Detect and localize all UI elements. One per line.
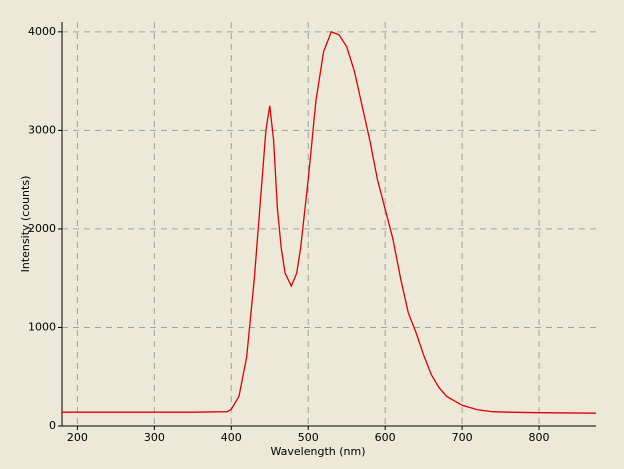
x-tick-label: 600 xyxy=(375,431,396,444)
x-tick-label: 400 xyxy=(221,431,242,444)
y-tick-label: 0 xyxy=(49,419,56,432)
x-tick-label: 800 xyxy=(529,431,550,444)
x-tick-label: 300 xyxy=(144,431,165,444)
y-axis-label: Intensity (counts) xyxy=(19,176,32,273)
y-tick-label: 2000 xyxy=(28,222,56,235)
spectrum-line xyxy=(62,31,597,414)
y-tick-label: 3000 xyxy=(28,123,56,136)
x-axis-label: Wavelength (nm) xyxy=(270,445,365,458)
x-tick-label: 500 xyxy=(298,431,319,444)
y-tick-label: 1000 xyxy=(28,320,56,333)
x-tick-label: 700 xyxy=(452,431,473,444)
x-tick-label: 200 xyxy=(67,431,88,444)
y-tick-label: 4000 xyxy=(28,25,56,38)
